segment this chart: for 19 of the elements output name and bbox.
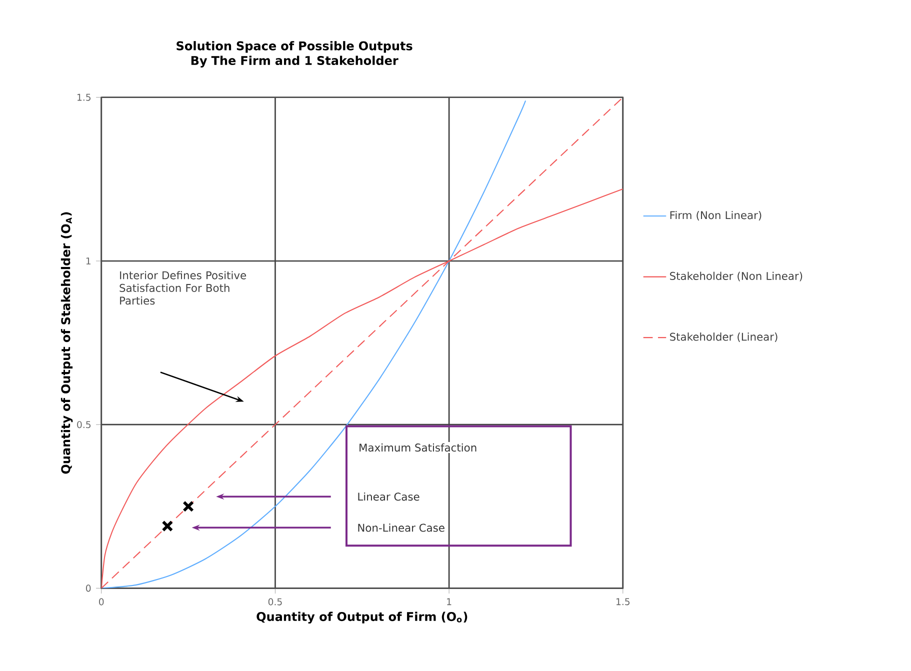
- y-tick-label: 1.5: [78, 94, 91, 101]
- line-series: [101, 100, 526, 588]
- annotation: Linear Case: [358, 492, 420, 501]
- y-tick-label: 1: [86, 258, 90, 264]
- annotation: Non-Linear Case: [358, 524, 444, 532]
- y-tick-label: 0: [86, 584, 91, 592]
- legend-label: Stakeholder (Linear): [670, 332, 778, 342]
- annotation: Interior Defines Positive Satisfaction For Both Parties: [120, 271, 246, 305]
- x-tick-label: 0: [99, 598, 104, 606]
- legend-label: Firm (Non Linear): [670, 211, 762, 221]
- legend-label: Stakeholder (Non Linear): [670, 272, 802, 282]
- annotation: Maximum Satisfaction: [360, 443, 476, 452]
- x-tick-label: 0.5: [268, 598, 282, 606]
- x-tick-label: 1.5: [616, 598, 630, 606]
- x-tick-label: 1: [447, 598, 452, 606]
- x-axis-title: Quantity of Output of Firm (O$_{o}$): [256, 612, 468, 624]
- chart-title: Solution Space of Possible Outputs By The Firm and 1 Stakeholder: [176, 41, 412, 68]
- y-axis-title: Quantity of Output of Stakeholder (O$_{A}$): [60, 212, 73, 474]
- y-tick-label: 0.5: [77, 421, 91, 428]
